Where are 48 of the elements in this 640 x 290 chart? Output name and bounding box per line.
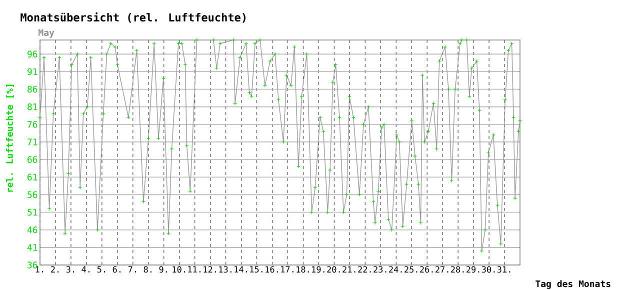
x-tick-label: 13. [219,266,232,273]
x-axis-title: Tag des Monats [536,280,610,289]
y-tick-label: 51 [28,208,38,216]
x-tick-label: 14. [234,266,247,272]
x-tick-label: 12. [204,266,216,273]
x-tick-label: 15. [250,266,262,273]
x-tick-label: 16. [266,266,278,273]
y-tick-label: 76 [28,120,38,128]
x-tick-label: 7. [128,266,136,272]
x-tick-label: 27. [436,266,448,273]
x-tick-label: 18. [296,266,309,273]
x-tick-label: 5. [97,266,106,273]
x-tick-label: 20. [327,266,340,273]
x-tick-label: 2. [50,266,59,273]
x-tick-label: 24. [389,266,402,273]
x-tick-label: 4. [82,266,90,272]
x-tick-label: 3. [66,266,74,273]
y-tick-label: 46 [27,226,38,234]
x-tick-label: 25. [404,266,418,273]
x-tick-label: 21. [342,266,356,273]
x-tick-label: 8. [144,266,152,273]
x-tick-label: 22. [358,266,371,273]
x-tick-label: 31. [497,266,510,273]
x-tick-label: 1. [36,266,44,272]
y-tick-label: 96 [28,50,38,58]
x-tick-label: 28. [451,266,464,273]
y-axis-title: rel. Luftfeuchte [%] [6,84,14,192]
chart-title: Monatsübersicht (rel. Luftfeuchte) [20,12,246,23]
x-tick-label: 9. [159,266,167,273]
y-tick-label: 71 [28,138,38,146]
text: May [38,29,54,38]
y-tick-label: 86 [28,86,38,93]
x-tick-label: 29. [466,266,480,273]
x-tick-label: 19. [312,266,324,273]
y-tick-label: 41 [27,244,38,251]
x-tick-label: 10. [172,266,185,273]
y-tick-label: 61 [28,174,38,181]
x-tick-label: 30. [482,266,495,273]
y-tick-label: 36 [28,262,38,268]
x-tick-label: 11. [188,266,200,272]
x-tick-label: 6. [112,266,120,273]
x-tick-label: 17. [281,266,294,272]
x-tick-label: 26. [420,266,433,273]
y-tick-label: 91 [28,68,38,76]
y-tick-label: 81 [28,103,38,110]
x-tick-label: 23. [374,266,386,273]
y-tick-label: 66 [28,156,38,163]
y-tick-label: 56 [28,191,38,198]
